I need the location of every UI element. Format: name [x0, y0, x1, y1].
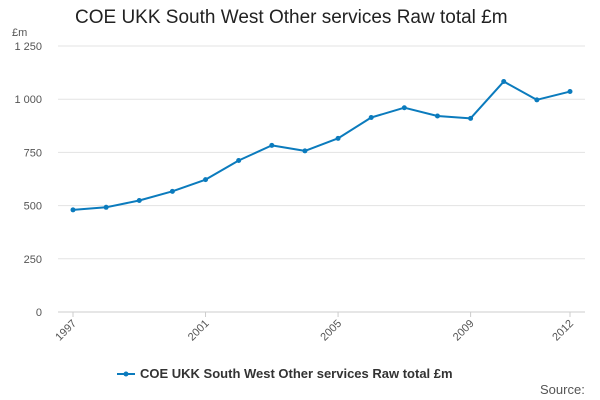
y-tick-label: 500	[24, 201, 42, 213]
data-point[interactable]	[203, 177, 209, 183]
source-label: Source:	[540, 382, 585, 397]
y-tick-label: 0	[36, 307, 42, 319]
data-point[interactable]	[567, 89, 573, 95]
series-line	[72, 80, 571, 211]
data-point[interactable]	[368, 115, 374, 121]
data-point[interactable]	[302, 148, 308, 154]
data-point[interactable]	[70, 207, 76, 213]
x-tick-label: 2012	[550, 318, 576, 344]
data-point[interactable]	[468, 115, 474, 121]
y-tick-labels: 0 250 500 750 1 000 1 250	[14, 41, 42, 319]
series-layer	[70, 79, 573, 213]
data-point[interactable]	[236, 157, 242, 163]
x-tick-labels: 1997 2001 2005 2009 2012	[53, 312, 576, 343]
chart-title: COE UKK South West Other services Raw to…	[75, 7, 508, 28]
data-point[interactable]	[335, 135, 341, 141]
data-point[interactable]	[169, 188, 175, 194]
data-point[interactable]	[401, 105, 407, 111]
x-tick-label: 2009	[451, 318, 477, 344]
legend-label: COE UKK South West Other services Raw to…	[140, 366, 453, 381]
y-tick-label: 1 250	[14, 41, 42, 53]
y-tick-label: 250	[24, 254, 42, 266]
data-point[interactable]	[269, 142, 275, 148]
x-tick-label: 1997	[53, 318, 79, 344]
y-tick-label: 1 000	[14, 94, 42, 106]
data-point[interactable]	[434, 113, 440, 119]
legend[interactable]: COE UKK South West Other services Raw to…	[117, 366, 453, 381]
y-tick-label: 750	[24, 147, 42, 159]
legend-marker-icon	[123, 371, 129, 377]
x-tick-label: 2001	[186, 318, 212, 344]
y-axis-unit: £m	[12, 27, 27, 39]
data-point[interactable]	[501, 79, 507, 85]
data-point[interactable]	[103, 204, 109, 210]
grid-lines	[58, 45, 585, 260]
data-point[interactable]	[534, 97, 540, 103]
x-tick-label: 2005	[318, 318, 344, 344]
data-point[interactable]	[136, 197, 142, 203]
